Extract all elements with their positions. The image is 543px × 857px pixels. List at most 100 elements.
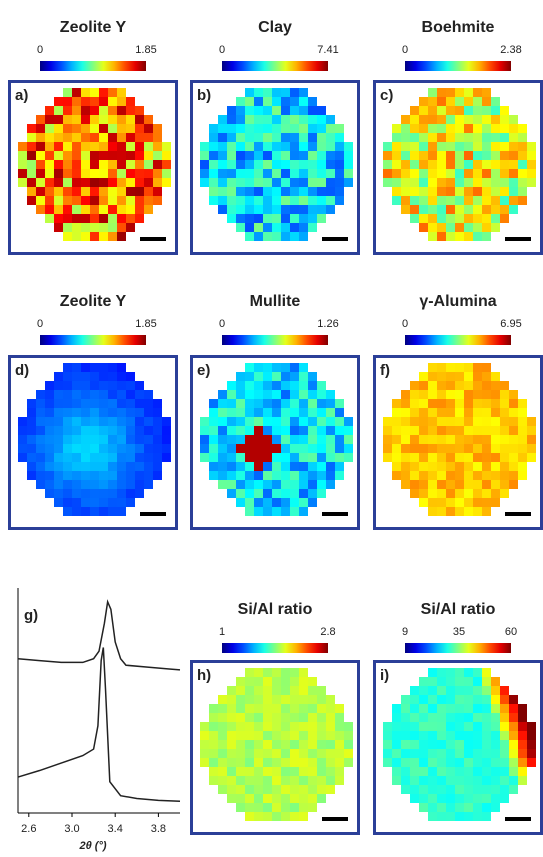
map-pixel [527, 160, 536, 169]
map-pixel [263, 133, 272, 142]
map-pixel [410, 124, 419, 133]
map-pixel [227, 142, 236, 151]
map-pixel [290, 668, 299, 677]
map-pixel [392, 169, 401, 178]
map-pixel [437, 426, 446, 435]
map-pixel [446, 731, 455, 740]
map-pixel [410, 417, 419, 426]
map-pixel [54, 223, 63, 232]
map-pixel [428, 803, 437, 812]
map-pixel [227, 489, 236, 498]
map-pixel [500, 749, 509, 758]
map-pixel [383, 740, 392, 749]
map-pixel [281, 205, 290, 214]
map-pixel [281, 426, 290, 435]
map-pixel [126, 187, 135, 196]
map-pixel [473, 133, 482, 142]
map-pixel [437, 740, 446, 749]
map-pixel [63, 214, 72, 223]
map-pixel [509, 731, 518, 740]
map-pixel [419, 187, 428, 196]
map-pixel [245, 408, 254, 417]
line [17, 647, 181, 803]
map-pixel [383, 453, 392, 462]
map-pixel [446, 803, 455, 812]
map-pixel [162, 444, 171, 453]
map-pixel [290, 453, 299, 462]
map-pixel [500, 462, 509, 471]
map-pixel [117, 381, 126, 390]
map-pixel [162, 435, 171, 444]
map-pixel [299, 160, 308, 169]
map-pixel [455, 160, 464, 169]
map-pixel [299, 417, 308, 426]
map-pixel [317, 205, 326, 214]
map-pixel [290, 480, 299, 489]
map-pixel [455, 390, 464, 399]
map-pixel [419, 803, 428, 812]
map-pixel [308, 372, 317, 381]
map-pixel [45, 453, 54, 462]
map-pixel [428, 115, 437, 124]
map-pixel [209, 776, 218, 785]
map-pixel [509, 740, 518, 749]
map-pixel [446, 794, 455, 803]
map-pixel [299, 767, 308, 776]
scale-bar [140, 237, 166, 241]
map-pixel [90, 133, 99, 142]
map-pixel [518, 142, 527, 151]
map-pixel [428, 731, 437, 740]
map-pixel [144, 435, 153, 444]
map-pixel [446, 489, 455, 498]
map-pixel [308, 471, 317, 480]
map-pixel [263, 776, 272, 785]
map-pixel [290, 677, 299, 686]
map-pixel [36, 160, 45, 169]
map-pixel [245, 160, 254, 169]
map-pixel [63, 408, 72, 417]
map-pixel [227, 390, 236, 399]
map-pixel [509, 471, 518, 480]
map-pixel [263, 169, 272, 178]
map-pixel [281, 399, 290, 408]
map-pixel [518, 444, 527, 453]
map-pixel [209, 169, 218, 178]
map-pixel [245, 372, 254, 381]
map-pixel [144, 471, 153, 480]
map-pixel [272, 507, 281, 516]
map-pixel [81, 232, 90, 241]
map-pixel [245, 214, 254, 223]
map-pixel [383, 758, 392, 767]
map-pixel [455, 426, 464, 435]
map-pixel [99, 498, 108, 507]
map-pixel [518, 704, 527, 713]
map-pixel [209, 142, 218, 151]
map-pixel [317, 169, 326, 178]
map-pixel [72, 196, 81, 205]
map-pixel [527, 740, 536, 749]
map-pixel [437, 381, 446, 390]
map-pixel [326, 749, 335, 758]
map-pixel [272, 133, 281, 142]
colorbar-tick-label: 35 [453, 626, 465, 638]
map-pixel [200, 731, 209, 740]
map-pixel [45, 214, 54, 223]
map-pixel [135, 169, 144, 178]
map-pixel [236, 187, 245, 196]
map-pixel [335, 740, 344, 749]
map-pixel [36, 115, 45, 124]
map-pixel [317, 722, 326, 731]
map-pixel [90, 223, 99, 232]
map-pixel [236, 731, 245, 740]
map-pixel [299, 399, 308, 408]
map-pixel [236, 740, 245, 749]
map-pixel [317, 767, 326, 776]
map-pixel [126, 480, 135, 489]
map-pixel [272, 489, 281, 498]
map-pixel [209, 471, 218, 480]
map-pixel [209, 444, 218, 453]
map-pixel [482, 205, 491, 214]
map-pixel [117, 489, 126, 498]
map-pixel [99, 417, 108, 426]
map-pixel [245, 704, 254, 713]
